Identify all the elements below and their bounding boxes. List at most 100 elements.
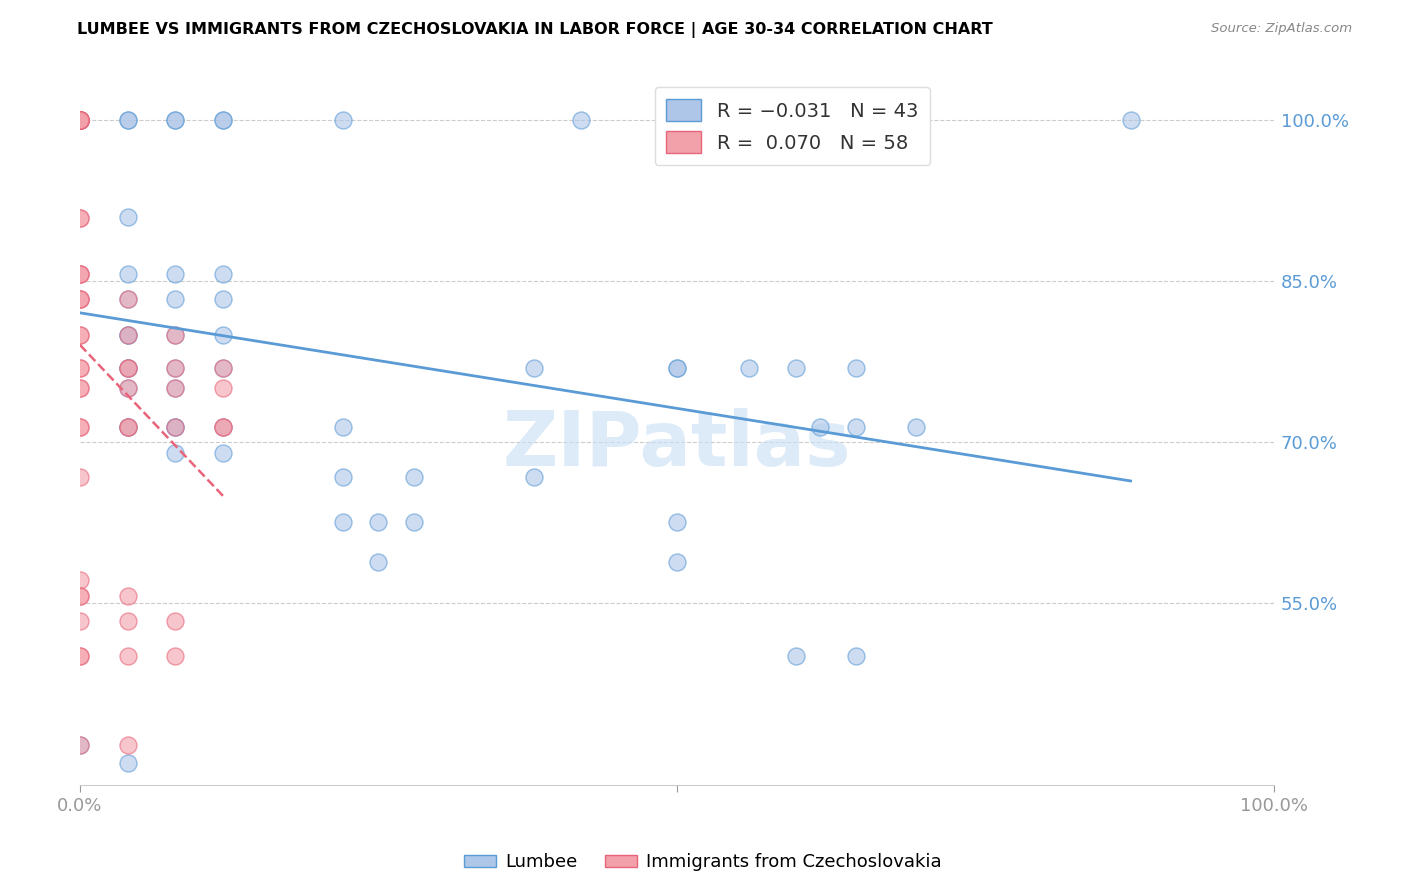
Point	[367, 555, 389, 569]
Point	[845, 649, 868, 664]
Point	[69, 381, 91, 395]
Point	[69, 113, 91, 128]
Point	[69, 267, 91, 281]
Point	[212, 327, 235, 342]
Point	[212, 360, 235, 375]
Point	[69, 113, 91, 128]
Point	[523, 470, 546, 484]
Point	[117, 419, 139, 434]
Point	[117, 738, 139, 752]
Point	[165, 445, 187, 459]
Point	[69, 113, 91, 128]
Point	[212, 360, 235, 375]
Point	[665, 515, 688, 529]
Point	[332, 515, 354, 529]
Point	[212, 267, 235, 281]
Point	[212, 419, 235, 434]
Point	[165, 360, 187, 375]
Point	[117, 360, 139, 375]
Point	[332, 113, 354, 128]
Point	[165, 327, 187, 342]
Point	[69, 470, 91, 484]
Point	[212, 293, 235, 307]
Point	[69, 113, 91, 128]
Point	[69, 419, 91, 434]
Point	[69, 293, 91, 307]
Point	[69, 589, 91, 603]
Point	[69, 113, 91, 128]
Point	[785, 649, 807, 664]
Point	[117, 360, 139, 375]
Point	[69, 113, 91, 128]
Legend: R = −0.031   N = 43, R =  0.070   N = 58: R = −0.031 N = 43, R = 0.070 N = 58	[655, 87, 929, 165]
Point	[212, 113, 235, 128]
Point	[904, 419, 927, 434]
Point	[69, 113, 91, 128]
Point	[404, 515, 426, 529]
Point	[569, 113, 592, 128]
Point	[69, 327, 91, 342]
Point	[367, 515, 389, 529]
Point	[117, 327, 139, 342]
Point	[69, 293, 91, 307]
Point	[117, 293, 139, 307]
Point	[117, 614, 139, 628]
Point	[69, 113, 91, 128]
Point	[69, 614, 91, 628]
Point	[69, 113, 91, 128]
Point	[665, 360, 688, 375]
Point	[117, 267, 139, 281]
Point	[117, 649, 139, 664]
Point	[404, 470, 426, 484]
Point	[69, 113, 91, 128]
Point	[165, 381, 187, 395]
Point	[69, 738, 91, 752]
Point	[212, 113, 235, 128]
Point	[212, 419, 235, 434]
Point	[165, 419, 187, 434]
Point	[165, 267, 187, 281]
Point	[69, 211, 91, 225]
Point	[69, 573, 91, 587]
Point	[845, 360, 868, 375]
Legend: Lumbee, Immigrants from Czechoslovakia: Lumbee, Immigrants from Czechoslovakia	[457, 847, 949, 879]
Point	[69, 738, 91, 752]
Point	[117, 419, 139, 434]
Point	[665, 360, 688, 375]
Point	[165, 419, 187, 434]
Point	[117, 381, 139, 395]
Point	[117, 210, 139, 224]
Point	[69, 267, 91, 281]
Point	[117, 360, 139, 375]
Point	[117, 419, 139, 434]
Point	[117, 327, 139, 342]
Point	[69, 649, 91, 664]
Point	[69, 360, 91, 375]
Point	[69, 649, 91, 664]
Point	[165, 113, 187, 128]
Point	[117, 589, 139, 603]
Point	[212, 445, 235, 459]
Point	[665, 555, 688, 569]
Point	[165, 293, 187, 307]
Point	[69, 113, 91, 128]
Point	[808, 419, 831, 434]
Point	[69, 381, 91, 395]
Point	[117, 327, 139, 342]
Point	[69, 267, 91, 281]
Point	[165, 649, 187, 664]
Text: ZIPatlas: ZIPatlas	[502, 409, 851, 483]
Point	[69, 113, 91, 128]
Point	[117, 360, 139, 375]
Text: Source: ZipAtlas.com: Source: ZipAtlas.com	[1212, 22, 1353, 36]
Point	[69, 419, 91, 434]
Point	[69, 293, 91, 307]
Point	[165, 381, 187, 395]
Point	[165, 614, 187, 628]
Point	[117, 756, 139, 771]
Point	[1119, 113, 1142, 128]
Point	[212, 419, 235, 434]
Point	[69, 327, 91, 342]
Point	[69, 211, 91, 225]
Point	[737, 360, 759, 375]
